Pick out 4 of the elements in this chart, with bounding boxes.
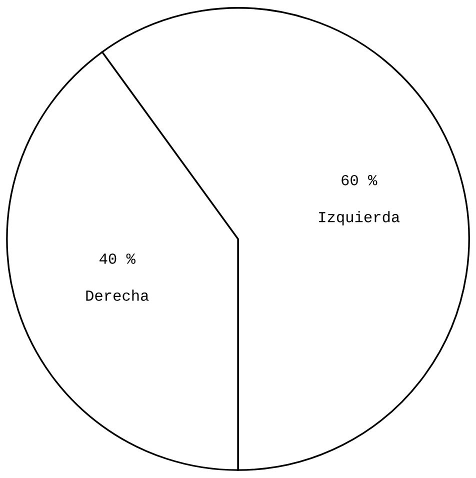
data-label: 40 % xyxy=(100,254,136,264)
data-label: 60 % xyxy=(342,174,378,186)
slice-label: Izquierda xyxy=(319,211,400,226)
slice-label: Derecha xyxy=(86,290,149,301)
